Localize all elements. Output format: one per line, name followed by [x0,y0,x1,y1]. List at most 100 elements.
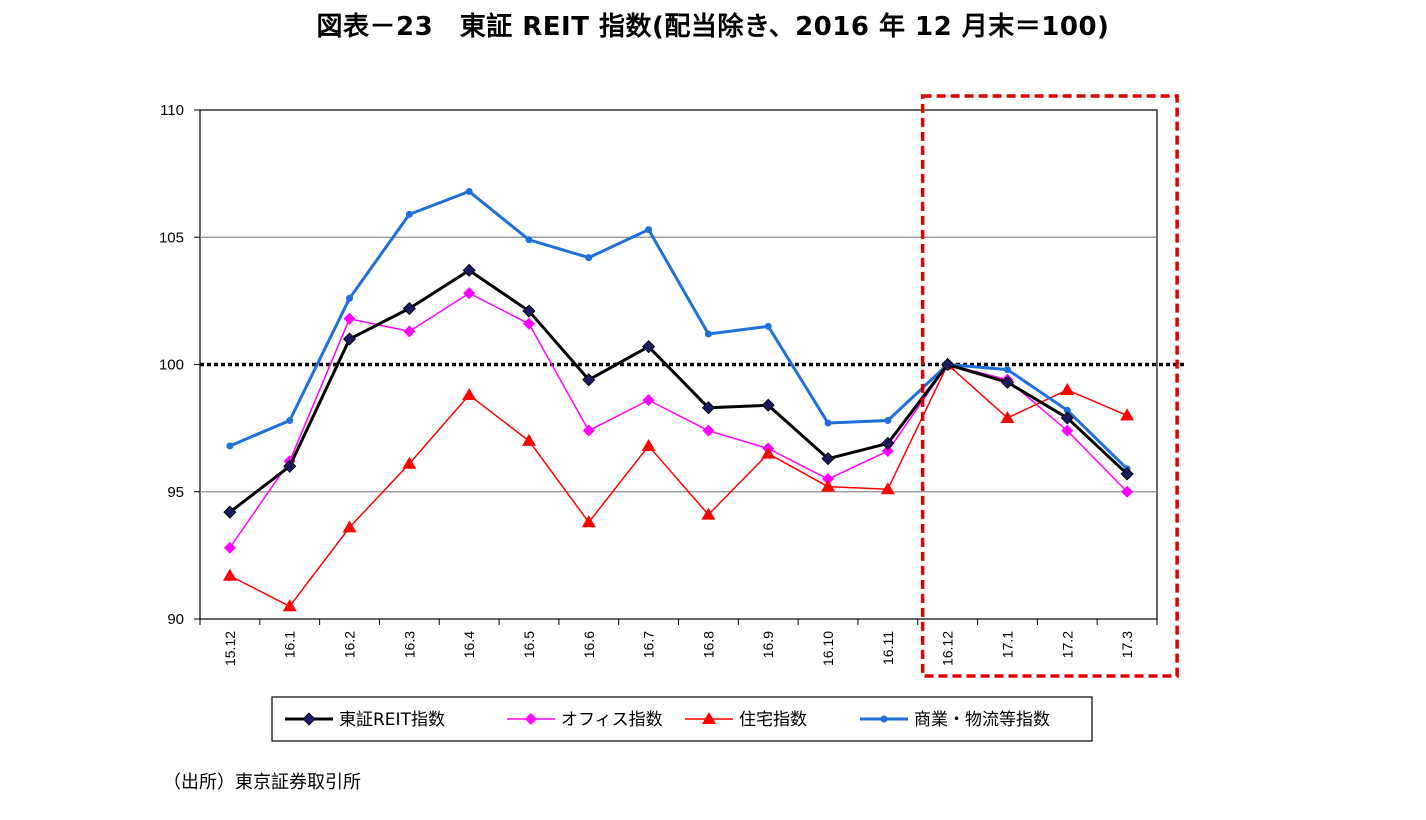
data-point [884,416,892,424]
data-point [645,226,653,234]
data-point [286,416,294,424]
series-layer [222,187,1135,612]
data-point [1000,375,1015,389]
series-line [229,363,1128,608]
data-point [223,505,237,519]
data-point [522,317,535,330]
series-2 [222,357,1135,612]
data-point [1120,467,1134,481]
data-point [525,236,533,244]
data-point [462,388,477,401]
data-point [283,459,297,473]
data-point [582,424,595,437]
data-point [403,325,416,338]
legend-swatch-marker [702,712,716,724]
data-point [824,419,832,427]
y-tick-label: 110 [160,102,184,119]
data-point [1000,410,1015,423]
data-point [701,507,716,520]
data-point [704,330,712,338]
highlight-layer [920,94,1179,678]
data-point [462,263,476,277]
x-tick-label: 17.1 [999,631,1015,658]
data-point [1060,382,1075,395]
data-point [463,287,476,300]
data-point [222,568,237,581]
data-point [405,210,413,218]
x-tick-label: 16.1 [282,631,298,658]
x-tick-label: 16.7 [641,631,657,658]
source-note: （出所）東京証券取引所 [163,772,361,793]
data-point [465,187,473,195]
data-point [1060,411,1074,425]
data-point [761,398,775,412]
data-point [1061,424,1074,437]
data-point [821,479,836,492]
highlight-box [920,94,1179,678]
data-point [881,436,895,450]
data-point [642,340,656,354]
data-point [702,424,715,437]
data-point [821,452,835,466]
data-point [1121,485,1134,498]
legend-swatch-marker [880,715,888,723]
data-point [881,445,894,458]
axis-layer: 90 95 100 105 110 15.12 16.1 16.2 16.3 16.4 16.5 16… [159,102,1158,666]
legend-label: 住宅指数 [739,710,807,730]
data-point [521,433,536,446]
data-point [226,442,234,450]
series-0 [223,263,1134,519]
data-point [402,301,416,316]
chart-title: 図表－23 東証 REIT 指数(配当除き、2016 年 12 月末＝100) [316,12,1110,42]
data-point [701,401,715,415]
data-point [346,294,354,302]
legend: 東証REIT指数 オフィス指数 住宅指数 商業・物流等指数 [271,696,1093,742]
data-point [585,254,593,262]
data-point [761,446,776,459]
data-point [941,357,955,372]
y-tick-label: 100 [159,357,184,374]
x-tick-label: 16.4 [461,631,477,658]
legend-label: 東証REIT指数 [339,710,445,730]
data-point [343,312,356,325]
y-tick-label: 90 [167,611,184,628]
data-point [581,515,596,528]
legend-swatch-marker [302,712,316,726]
y-tick-label: 105 [159,229,184,246]
data-point [1003,366,1011,374]
data-point [223,541,236,554]
x-tick-label: 16.11 [880,631,896,665]
data-point [764,322,772,330]
grid-layer [199,109,1186,620]
x-tick-label: 16.8 [700,631,716,658]
x-tick-label: 17.3 [1119,631,1135,658]
series-3 [226,187,1131,473]
x-tick-label: 16.5 [521,631,537,658]
series-line [229,189,1129,470]
data-point [582,373,596,387]
y-tick-label: 95 [167,484,184,501]
legend-label: 商業・物流等指数 [914,710,1050,730]
data-point [282,599,297,612]
data-point [641,438,656,451]
x-tick-label: 16.3 [401,631,417,658]
data-point [1063,406,1071,414]
legend-box [271,696,1093,742]
x-tick-label: 16.12 [940,631,956,666]
x-tick-label: 17.2 [1059,631,1075,658]
legend-swatch-marker [525,713,537,725]
data-point [342,520,357,533]
data-point [880,482,895,495]
x-tick-label: 16.6 [581,631,597,658]
data-point [822,473,835,486]
data-point [642,394,655,407]
x-tick-label: 16.9 [760,631,776,658]
legend-label: オフィス指数 [561,710,663,730]
data-point [1120,408,1135,421]
data-point [522,304,536,318]
x-tick-label: 16.10 [820,631,836,666]
x-tick-label: 16.2 [342,631,358,658]
data-point [402,456,417,469]
x-tick-label: 15.12 [222,631,238,666]
